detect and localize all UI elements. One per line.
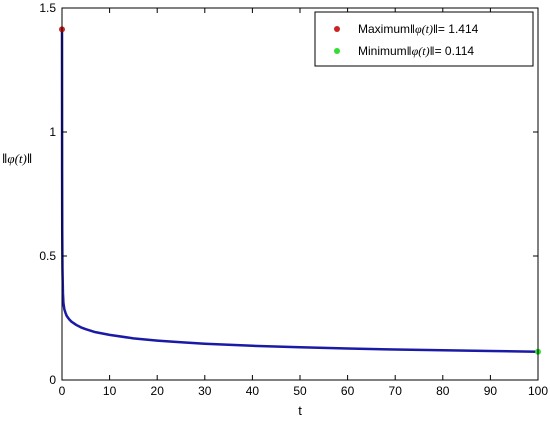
y-tick-label: 0 [49,373,56,387]
y-axis-label-symbol: φ [7,151,14,166]
y-axis-label: ‖φ(t)‖ [2,151,32,166]
legend-maximum-norm-arg: (t) [422,22,433,36]
legend: Maximum‖φ(t)‖= 1.414 Minimum‖φ(t)‖= 0.11… [314,11,534,67]
x-axis-label: t [298,403,302,418]
y-axis-label-suffix: ‖ [27,151,32,166]
legend-maximum-value: = 1.414 [438,22,479,36]
legend-entry-minimum: Minimum‖φ(t)‖= 0.114 [358,44,474,58]
legend-maximum-norm-symbol: φ [415,22,422,36]
y-axis-ticks: 0 0.5 1 1.5 [39,1,538,387]
legend-maximum-prefix: Maximum [358,22,410,36]
series-layer [60,29,539,353]
y-axis-label-arg: (t) [15,151,27,166]
series-line [60,29,539,353]
legend-minimum-norm-symbol: φ [412,44,419,58]
legend-marker-minimum [334,48,340,54]
x-tick-label: 60 [341,384,355,398]
x-tick-label: 30 [198,384,212,398]
y-tick-label: 1 [49,125,56,139]
x-tick-label: 20 [151,384,165,398]
x-axis-ticks: 0 10 20 30 40 50 60 70 80 90 100 [59,8,548,398]
legend-minimum-norm-open: ‖ [407,44,412,58]
x-tick-label: 90 [484,384,498,398]
plot-background [62,8,538,380]
legend-minimum-value: = 0.114 [435,44,475,58]
x-tick-label: 50 [293,384,307,398]
x-tick-label: 10 [103,384,117,398]
y-tick-label: 1.5 [39,1,56,15]
x-tick-label: 0 [59,384,66,398]
legend-entry-maximum: Maximum‖φ(t)‖= 1.414 [358,22,479,36]
x-tick-label: 100 [528,384,548,398]
legend-minimum-norm-arg: (t) [418,44,429,58]
x-tick-label: 80 [436,384,450,398]
x-tick-label: 40 [246,384,260,398]
legend-minimum-prefix: Minimum [358,44,407,58]
legend-box [314,11,534,67]
x-tick-label: 70 [389,384,403,398]
legend-minimum-norm-close: ‖ [430,44,435,58]
y-tick-label: 0.5 [39,249,56,263]
legend-marker-maximum [334,26,340,32]
y-axis-label-prefix: ‖ [2,151,7,166]
legend-maximum-norm-close: ‖ [433,22,438,36]
legend-maximum-norm-open: ‖ [410,22,415,36]
